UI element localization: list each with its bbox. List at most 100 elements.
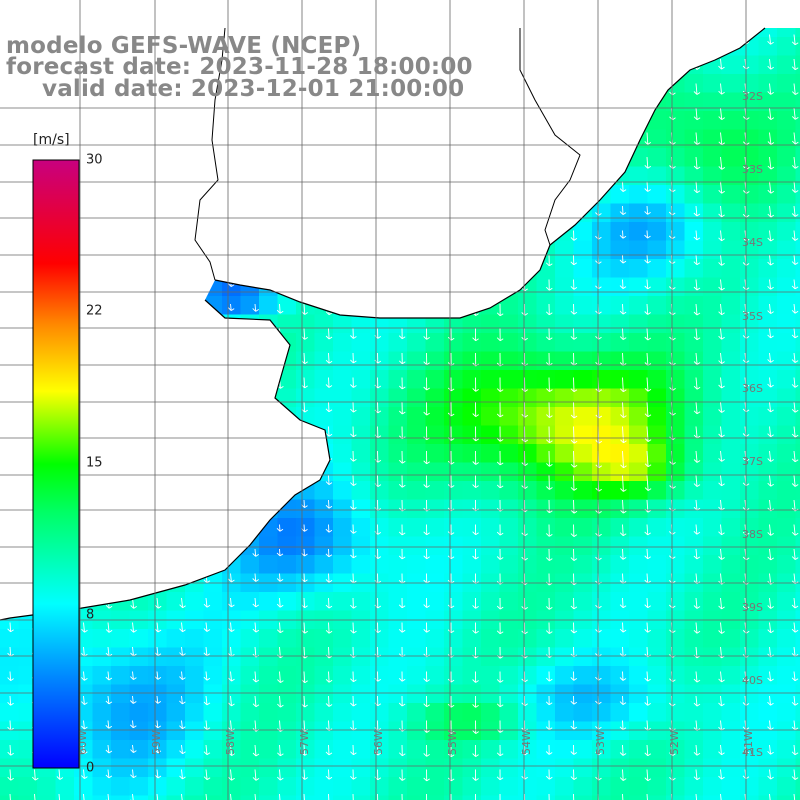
wind-vector bbox=[545, 34, 553, 45]
speed-cell bbox=[573, 222, 593, 242]
speed-cell bbox=[259, 333, 279, 353]
wind-vector bbox=[545, 107, 553, 120]
speed-cell bbox=[351, 758, 371, 778]
wind-vector bbox=[7, 328, 14, 339]
speed-cell bbox=[462, 111, 482, 131]
speed-cell bbox=[481, 388, 501, 408]
speed-cell bbox=[592, 425, 612, 445]
speed-cell bbox=[610, 425, 630, 445]
wind-vector bbox=[252, 377, 260, 389]
speed-cell bbox=[222, 296, 242, 316]
speed-cell bbox=[296, 388, 316, 408]
speed-cell bbox=[0, 314, 20, 334]
wind-vector bbox=[767, 132, 775, 145]
speed-cell bbox=[166, 536, 186, 556]
speed-cell bbox=[499, 555, 519, 575]
speed-cell bbox=[240, 684, 260, 704]
wind-vector bbox=[81, 352, 88, 365]
speed-cell bbox=[351, 277, 371, 297]
speed-cell bbox=[629, 0, 648, 19]
speed-cell bbox=[296, 444, 316, 464]
speed-cell bbox=[185, 370, 205, 390]
speed-cell bbox=[370, 185, 390, 205]
speed-cell bbox=[425, 777, 445, 797]
speed-cell bbox=[333, 795, 353, 800]
speed-cell bbox=[388, 240, 408, 260]
speed-cell bbox=[481, 129, 501, 149]
speed-cell bbox=[0, 758, 20, 778]
speed-cell bbox=[148, 333, 168, 353]
speed-cell bbox=[684, 351, 704, 371]
wind-vector bbox=[325, 230, 333, 243]
speed-cell bbox=[481, 259, 501, 279]
wind-vector bbox=[7, 205, 14, 217]
speed-cell bbox=[684, 758, 704, 778]
wind-vector bbox=[105, 573, 113, 585]
speed-cell bbox=[129, 222, 149, 242]
speed-cell bbox=[758, 166, 778, 186]
wind-vector bbox=[276, 426, 284, 438]
speed-cell bbox=[758, 795, 778, 800]
speed-cell bbox=[684, 444, 704, 464]
speed-cell bbox=[388, 536, 408, 556]
speed-cell bbox=[222, 740, 242, 760]
speed-cell bbox=[370, 703, 390, 723]
speed-cell bbox=[370, 407, 390, 427]
speed-cell bbox=[721, 536, 741, 556]
speed-cell bbox=[55, 795, 75, 800]
speed-cell bbox=[647, 536, 667, 556]
speed-cell bbox=[185, 333, 205, 353]
speed-cell bbox=[777, 55, 797, 75]
wind-vector bbox=[693, 524, 701, 535]
speed-cell bbox=[777, 351, 797, 371]
speed-cell bbox=[111, 777, 131, 797]
wind-vector bbox=[423, 524, 430, 536]
speed-cell bbox=[296, 518, 316, 538]
speed-cell bbox=[499, 129, 519, 149]
speed-cell bbox=[703, 74, 723, 94]
speed-cell bbox=[795, 647, 800, 667]
wind-vector bbox=[570, 450, 578, 468]
speed-cell bbox=[259, 277, 279, 297]
speed-cell bbox=[425, 111, 445, 131]
speed-cell bbox=[666, 203, 686, 223]
wind-vector bbox=[130, 254, 137, 267]
wind-vector bbox=[276, 181, 284, 192]
speed-cell bbox=[518, 592, 538, 612]
wind-vector bbox=[570, 744, 578, 755]
wind-vector bbox=[7, 769, 14, 781]
wind-vector bbox=[718, 352, 725, 364]
speed-cell bbox=[407, 203, 427, 223]
speed-cell bbox=[499, 499, 519, 519]
speed-cell bbox=[740, 444, 760, 464]
speed-cell bbox=[758, 684, 778, 704]
speed-cell bbox=[703, 185, 723, 205]
wind-vector bbox=[767, 205, 775, 218]
speed-cell bbox=[481, 55, 501, 75]
speed-cell bbox=[592, 333, 612, 353]
speed-cell bbox=[795, 240, 800, 260]
speed-cell bbox=[259, 666, 279, 686]
speed-cell bbox=[407, 555, 427, 575]
wind-vector bbox=[595, 181, 602, 193]
speed-cell bbox=[351, 666, 371, 686]
speed-cell bbox=[203, 425, 223, 445]
speed-cell bbox=[240, 259, 260, 279]
speed-cell bbox=[370, 111, 390, 131]
speed-cell bbox=[647, 481, 667, 501]
wind-vector bbox=[398, 524, 406, 536]
wind-vector bbox=[129, 695, 137, 704]
speed-cell bbox=[777, 333, 797, 353]
speed-cell bbox=[555, 351, 575, 371]
speed-cell bbox=[259, 425, 279, 445]
wind-vector bbox=[570, 107, 578, 120]
wind-vector bbox=[398, 328, 406, 340]
speed-cell bbox=[795, 166, 800, 186]
speed-cell bbox=[499, 444, 519, 464]
speed-cell bbox=[351, 444, 371, 464]
wind-vector bbox=[105, 450, 113, 461]
speed-cell bbox=[259, 129, 279, 149]
speed-cell bbox=[296, 111, 316, 131]
speed-cell bbox=[666, 351, 686, 371]
speed-cell bbox=[573, 370, 593, 390]
